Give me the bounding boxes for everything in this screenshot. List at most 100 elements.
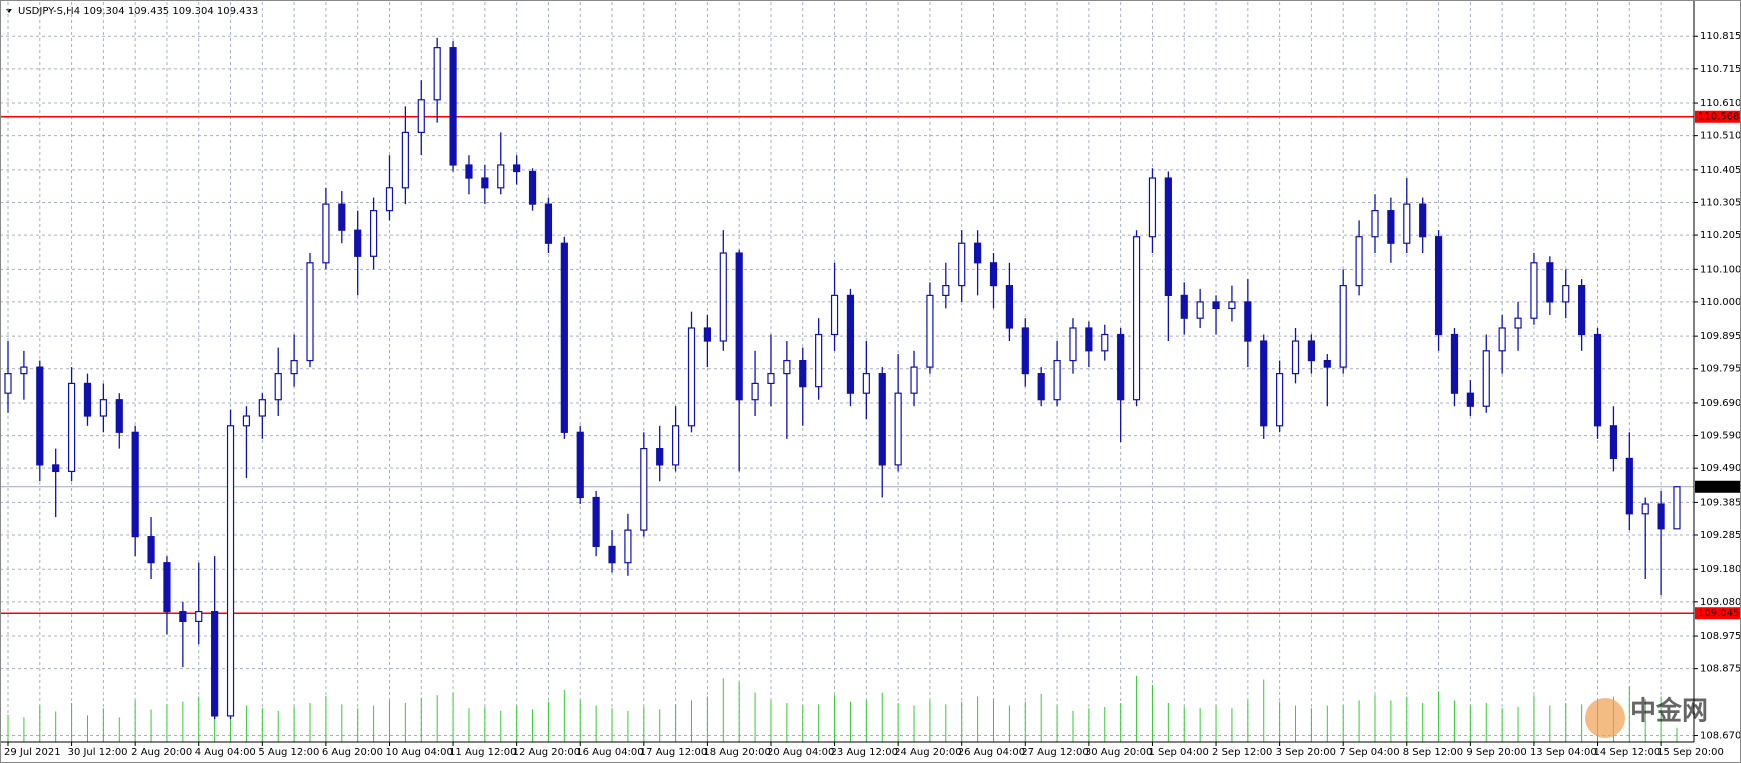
level-label: 109.045 <box>1698 608 1739 619</box>
candle-body <box>1387 210 1395 244</box>
candle-body <box>703 327 711 342</box>
x-tick-label: 17 Aug 12:00 <box>640 747 707 758</box>
candle-body <box>1450 333 1459 394</box>
x-tick-label: 9 Sep 20:00 <box>1466 747 1526 758</box>
x-tick-label: 2 Sep 12:00 <box>1212 747 1272 758</box>
candle-body <box>1132 236 1141 401</box>
open: 109.304 <box>83 6 124 17</box>
candle-body <box>1212 301 1220 310</box>
x-tick-label: 30 Aug 20:00 <box>1085 747 1152 758</box>
candle-body <box>1323 359 1331 368</box>
candle-body <box>1180 294 1188 319</box>
x-tick-label: 27 Aug 12:00 <box>1021 747 1088 758</box>
candle-body <box>1276 373 1284 427</box>
candle-body <box>1371 210 1379 238</box>
candle-body <box>1625 457 1633 515</box>
candle-body <box>1005 285 1014 329</box>
candle-body <box>783 359 791 375</box>
x-tick-label: 30 Jul 12:00 <box>68 747 128 758</box>
level-label-bg <box>1695 607 1741 620</box>
y-tick-label: 109.285 <box>1700 530 1741 541</box>
chart-header: USDJPY-S,H4 109.304 109.435 109.304 109.… <box>18 6 258 17</box>
y-tick-label: 109.490 <box>1700 463 1741 474</box>
candle-body <box>99 399 107 417</box>
close: 109.433 <box>217 6 258 17</box>
candle-body <box>1307 340 1316 362</box>
candle-body <box>830 294 839 336</box>
y-tick-label: 108.875 <box>1700 664 1741 675</box>
candle-body <box>211 611 219 717</box>
candle-body <box>1037 373 1045 401</box>
candle-body <box>513 164 521 173</box>
symbol: USDJPY-S,H4 <box>18 6 80 17</box>
x-tick-label: 14 Sep 12:00 <box>1594 747 1661 758</box>
candle-body <box>36 366 44 466</box>
candle-body <box>942 285 950 296</box>
candle-body <box>1498 327 1506 352</box>
high: 109.435 <box>128 6 169 17</box>
candle-body <box>1403 203 1411 244</box>
x-tick-label: 7 Sep 04:00 <box>1339 747 1399 758</box>
candle-body <box>1117 333 1125 401</box>
y-tick-label: 110.000 <box>1700 297 1741 308</box>
x-tick-label: 6 Aug 20:00 <box>322 747 383 758</box>
candle-body <box>1244 301 1252 342</box>
candle-body <box>926 294 934 368</box>
candle-body <box>1291 340 1300 375</box>
y-tick-label: 109.080 <box>1700 597 1741 608</box>
x-tick-label: 8 Sep 12:00 <box>1403 747 1463 758</box>
candle-body <box>910 366 918 394</box>
candle-body <box>1514 317 1522 329</box>
candle-body <box>1339 285 1347 368</box>
candle-body <box>958 242 966 287</box>
candle-body <box>1466 392 1474 407</box>
candle-body <box>878 373 886 466</box>
y-tick-label: 110.205 <box>1700 230 1741 241</box>
candle-body <box>1101 333 1109 352</box>
y-tick-label: 109.690 <box>1700 398 1741 409</box>
candle-body <box>1419 203 1427 238</box>
candle-body <box>52 464 60 473</box>
candle-body <box>735 252 743 401</box>
x-tick-label: 29 Jul 2021 <box>4 747 61 758</box>
x-tick-label: 13 Sep 04:00 <box>1530 747 1597 758</box>
candle-body <box>1148 177 1157 238</box>
candle-body <box>385 187 394 212</box>
candle-body <box>1641 503 1649 515</box>
candle-body <box>1562 285 1570 303</box>
candle-body <box>497 164 505 189</box>
y-tick-label: 110.715 <box>1700 64 1741 75</box>
candle-body <box>20 366 28 375</box>
x-tick-label: 26 Aug 04:00 <box>958 747 1025 758</box>
candle-body <box>290 359 298 375</box>
candle-body <box>767 373 775 385</box>
candle-body <box>974 242 982 264</box>
x-tick-label: 12 Aug 20:00 <box>513 747 580 758</box>
candle-body <box>656 448 664 466</box>
candle-body <box>83 382 92 417</box>
candle-body <box>131 431 139 538</box>
candle-body <box>1260 340 1268 427</box>
x-tick-label: 23 Aug 12:00 <box>831 747 898 758</box>
level-label-bg <box>1695 110 1741 123</box>
y-tick-label: 110.305 <box>1700 197 1741 208</box>
candle-body <box>799 359 807 388</box>
candle-body <box>846 294 855 394</box>
price-label: 109.433 <box>1698 482 1739 493</box>
price-label-bg <box>1695 480 1741 493</box>
candle-body <box>322 203 330 264</box>
candle-body <box>481 177 489 189</box>
watermark: 中金网 <box>1630 696 1708 727</box>
candle-body <box>544 203 553 244</box>
candle-body <box>528 170 537 205</box>
candle-body <box>433 47 441 101</box>
candle-body <box>1228 301 1236 310</box>
candle-body <box>1578 285 1586 336</box>
candle-body <box>671 425 680 466</box>
candle-body <box>242 415 251 427</box>
x-tick-label: 10 Aug 04:00 <box>385 747 452 758</box>
candle-body <box>1657 503 1665 530</box>
candle-body <box>369 210 378 257</box>
candle-body <box>465 164 473 179</box>
